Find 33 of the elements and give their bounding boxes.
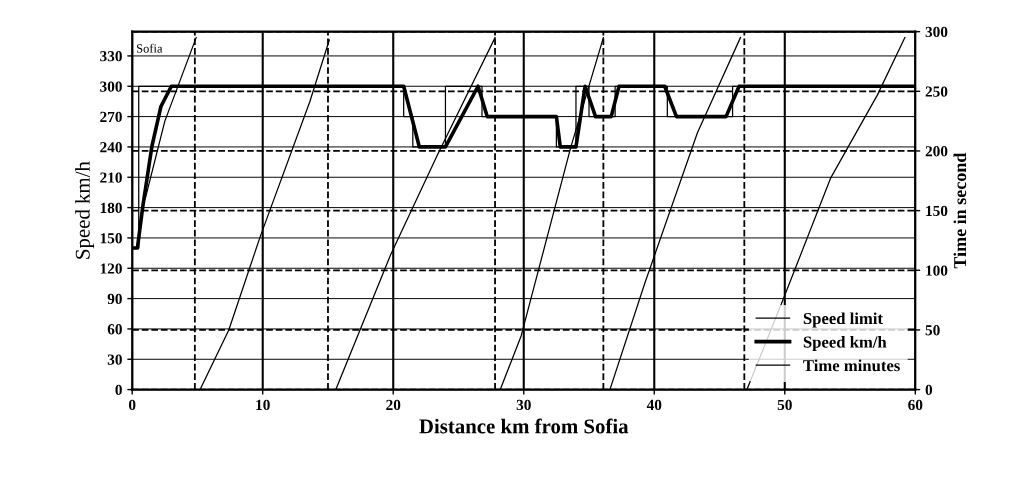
y-tick-label: 90 [107,293,122,305]
y2-axis-title: Time in second [953,152,967,269]
y-tick-label: 120 [100,263,122,274]
y-tick-label: 180 [100,202,122,214]
x-tick-label: 50 [777,399,792,411]
y2-tick-label: 0 [925,384,933,396]
y-tick-label: 150 [100,233,122,244]
y-tick-label: 270 [100,111,122,123]
y2-tick-label: 250 [925,86,948,97]
y-tick-label: 210 [100,172,122,183]
x-tick-label: 30 [516,399,531,411]
legend-label: Time minutes [803,359,900,372]
y2-tick-label: 300 [925,26,948,38]
x-tick-label: 10 [256,399,270,411]
y2-tick-label: 200 [925,146,948,157]
annotation: Sofia [136,43,163,53]
y2-tick-label: 50 [925,325,940,336]
x-tick-label: 60 [908,399,923,411]
x-tick-label: 20 [386,399,401,411]
legend-label: Speed limit [803,312,883,328]
y-tick-label: 30 [107,354,122,365]
y-axis-title: Speed km/h [75,161,95,259]
y-tick-label: 330 [100,51,122,62]
x-tick-label: 0 [128,399,136,411]
y-tick-label: 0 [115,384,122,396]
y-tick-label: 300 [100,81,122,92]
x-tick-label: 40 [646,399,662,411]
y2-tick-label: 100 [926,265,948,276]
x-axis-title: Distance km from Sofia [419,418,629,434]
y2-tick-label: 150 [926,205,948,217]
legend-label: Speed km/h [803,335,887,352]
y-tick-label: 240 [100,142,122,153]
y-tick-label: 60 [107,324,122,335]
